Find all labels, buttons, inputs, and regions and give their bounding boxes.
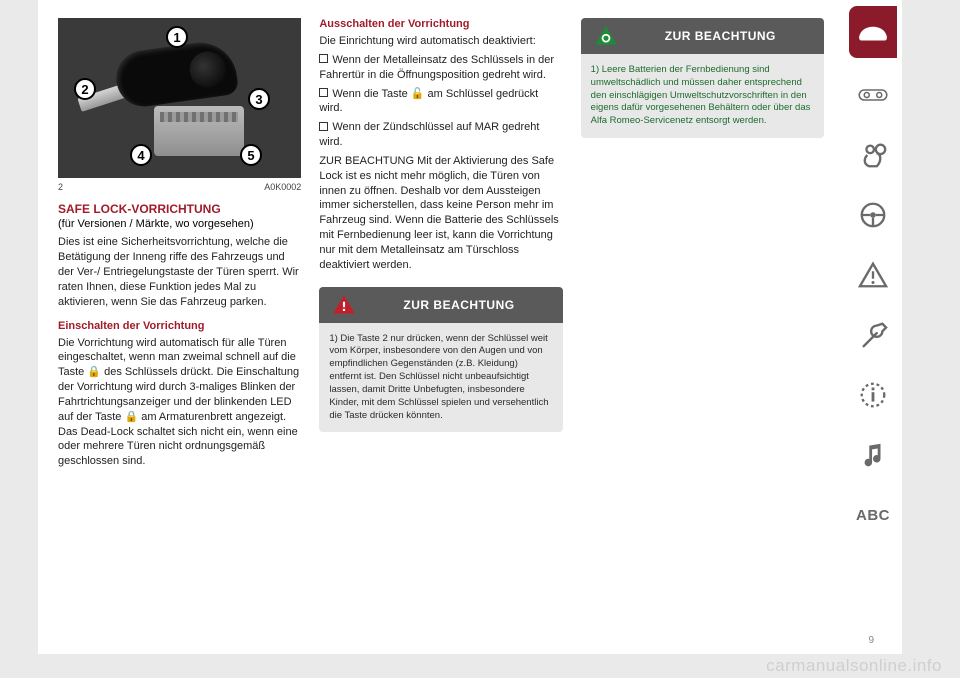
warning-triangle-icon xyxy=(331,292,357,318)
callout-header: ZUR BEACHTUNG xyxy=(581,18,824,54)
section-tabs-sidebar: ABC xyxy=(844,0,902,654)
paragraph: Dies ist eine Sicherheitsvorrichtung, we… xyxy=(58,235,301,309)
car-silhouette-icon xyxy=(856,15,890,49)
warning-icon xyxy=(858,260,888,290)
column-3: ZUR BEACHTUNG 1) Leere Batterien der Fer… xyxy=(581,18,824,648)
content-columns: 1 2 3 4 5 2 A0K0002 SAFE LOCK-VORRICHTUNG (f… xyxy=(38,0,844,654)
figure-caption: 2 A0K0002 xyxy=(58,182,301,192)
square-bullet-icon xyxy=(319,88,328,97)
figure-code: A0K0002 xyxy=(264,182,301,192)
tab-technical[interactable] xyxy=(844,372,902,418)
tab-safety[interactable] xyxy=(844,132,902,178)
tab-multimedia[interactable] xyxy=(844,432,902,478)
steering-wheel-icon xyxy=(858,200,888,230)
key-fob-shape xyxy=(113,38,240,110)
info-circle-icon xyxy=(858,380,888,410)
tab-dashboard[interactable] xyxy=(844,72,902,118)
callout-badge: 3 xyxy=(248,88,270,110)
callout-badge: 2 xyxy=(74,78,96,100)
tab-driving[interactable] xyxy=(844,192,902,238)
bullet-item: Wenn die Taste 🔓 am Schlüssel gedrückt w… xyxy=(319,87,562,117)
paragraph: Die Einrichtung wird automatisch deaktiv… xyxy=(319,34,562,49)
wrench-icon xyxy=(858,320,888,350)
key-holder-shape xyxy=(154,106,244,156)
callout-title: ZUR BEACHTUNG xyxy=(629,29,812,43)
key-figure: 1 2 3 4 5 xyxy=(58,18,301,178)
page-number: 9 xyxy=(868,635,874,646)
recycle-triangle-icon xyxy=(593,23,619,49)
tab-maintenance[interactable] xyxy=(844,312,902,358)
callout-title: ZUR BEACHTUNG xyxy=(367,298,550,312)
figure-index: 2 xyxy=(58,182,63,192)
tab-vehicle[interactable] xyxy=(849,6,897,58)
bullet-item: Wenn der Metalleinsatz des Schlüssels in… xyxy=(319,53,562,83)
music-note-icon xyxy=(858,440,888,470)
section-title: SAFE LOCK-VORRICHTUNG xyxy=(58,202,301,217)
dashboard-icon xyxy=(858,80,888,110)
paragraph: ZUR BEACHTUNG Mit der Aktivierung des Sa… xyxy=(319,154,562,273)
airbag-icon xyxy=(858,140,888,170)
callout-badge: 5 xyxy=(240,144,262,166)
callout-body: 1) Die Taste 2 nur drücken, wenn der Sch… xyxy=(319,323,562,433)
column-2: Ausschalten der Vorrichtung Die Einricht… xyxy=(319,18,562,648)
square-bullet-icon xyxy=(319,54,328,63)
manual-page: 1 2 3 4 5 2 A0K0002 SAFE LOCK-VORRICHTUNG (f… xyxy=(38,0,902,654)
callout-badge: 4 xyxy=(130,144,152,166)
abc-label: ABC xyxy=(856,507,890,524)
subheading: Einschalten der Vorrichtung xyxy=(58,320,301,332)
watermark: carmanualsonline.info xyxy=(766,656,942,676)
column-1: 1 2 3 4 5 2 A0K0002 SAFE LOCK-VORRICHTUNG (f… xyxy=(58,18,301,648)
square-bullet-icon xyxy=(319,122,328,131)
section-subtitle: (für Versionen / Märkte, wo vorgesehen) xyxy=(58,217,301,231)
tab-index[interactable]: ABC xyxy=(844,492,902,538)
callout-header: ZUR BEACHTUNG xyxy=(319,287,562,323)
callout-body: 1) Leere Batterien der Fernbedienung sin… xyxy=(581,54,824,138)
tab-warnings[interactable] xyxy=(844,252,902,298)
paragraph: Die Vorrichtung wird automatisch für all… xyxy=(58,336,301,470)
notice-callout: ZUR BEACHTUNG 1) Leere Batterien der Fer… xyxy=(581,18,824,138)
bullet-item: Wenn der Zündschlüssel auf MAR gedreht w… xyxy=(319,120,562,150)
callout-badge: 1 xyxy=(166,26,188,48)
subheading: Ausschalten der Vorrichtung xyxy=(319,18,562,30)
warning-callout: ZUR BEACHTUNG 1) Die Taste 2 nur drücken… xyxy=(319,287,562,433)
